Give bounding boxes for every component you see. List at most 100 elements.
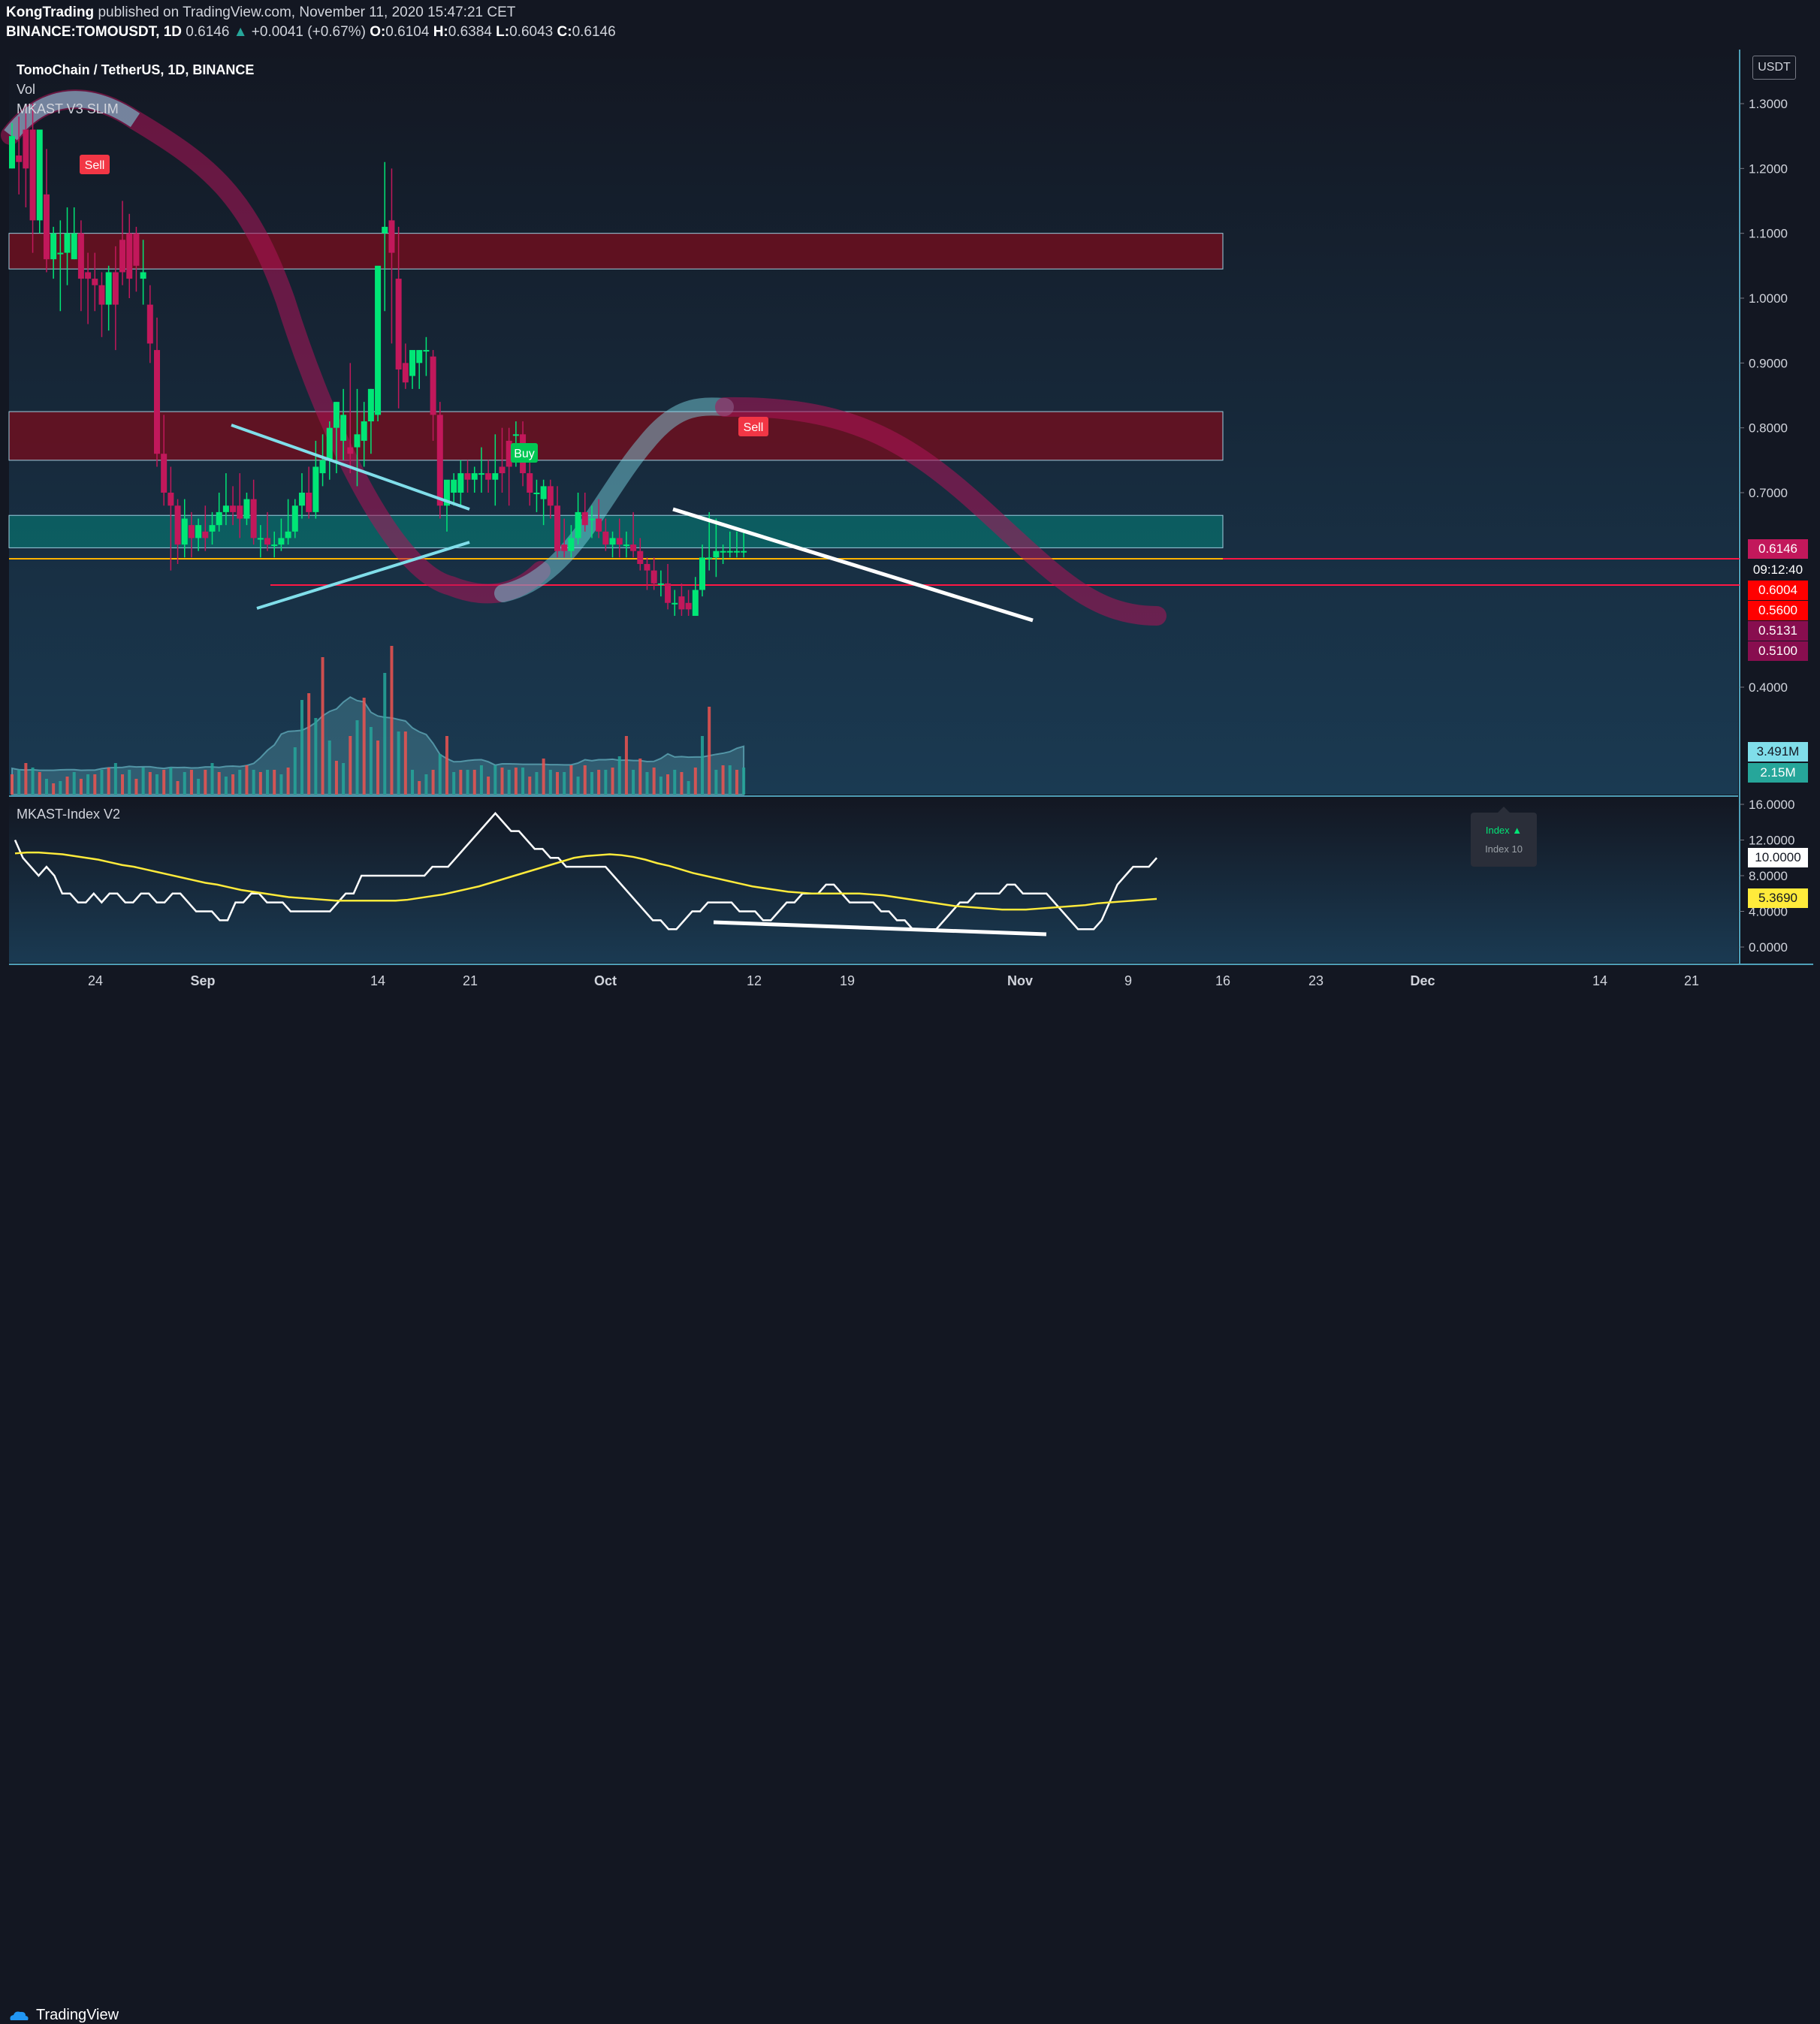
volume-bar — [279, 774, 283, 795]
price-axis[interactable]: 1.3000 1.2000 1.1000 1.0000 0.9000 0.8000 0.70… — [1740, 97, 1788, 695]
candle-body — [133, 233, 140, 266]
volume-bar — [86, 774, 90, 795]
volume-bar — [231, 774, 235, 795]
footer: TradingView — [0, 999, 1820, 2023]
candle-body — [181, 518, 188, 545]
time-tick-label: Dec — [1410, 973, 1435, 988]
index-tick-label: 8.0000 — [1749, 869, 1788, 883]
indicator-legend[interactable]: MKAST V3 SLIM — [17, 101, 119, 116]
candle-body — [71, 233, 77, 260]
currency-badge[interactable]: USDT — [1752, 56, 1796, 80]
time-tick-label: Sep — [190, 973, 215, 988]
price-tick-label: 1.3000 — [1749, 97, 1788, 111]
triangle-lower-trendline — [256, 541, 470, 610]
candle-body — [29, 129, 36, 221]
price-label-1: 09:12:40 — [1748, 560, 1808, 580]
index-tick-label: 4.0000 — [1749, 905, 1788, 919]
candle-body — [575, 511, 581, 538]
price-label-6: 3.491M — [1748, 742, 1808, 762]
volume-bar — [507, 770, 511, 795]
volume-bar — [590, 772, 593, 795]
index-legend[interactable]: MKAST-Index V2 — [17, 807, 121, 822]
candle-body — [237, 505, 243, 519]
time-tick-label: 21 — [1684, 973, 1699, 988]
cloud-logo-icon — [10, 2011, 29, 2020]
volume-bar — [31, 768, 35, 795]
volume-bar — [563, 772, 566, 795]
candle-body — [278, 538, 285, 545]
volume-bar — [107, 768, 110, 795]
candle-body — [665, 583, 672, 603]
candle-body — [174, 505, 181, 545]
volume-bar — [431, 770, 435, 795]
volume-bar — [645, 772, 649, 795]
candle-body — [119, 240, 126, 273]
volume-bar — [273, 770, 276, 795]
volume-bar — [349, 736, 352, 795]
author-name[interactable]: KongTrading — [6, 5, 95, 20]
volume-bar — [189, 770, 193, 795]
candle-body — [312, 466, 319, 512]
time-tick-label: Nov — [1007, 973, 1033, 988]
candle-body — [527, 473, 533, 493]
volume-bar — [141, 768, 145, 795]
volume-bar — [479, 765, 483, 795]
candle-body — [409, 350, 416, 376]
candle-body — [685, 602, 692, 610]
price-chart[interactable]: 1.3000 1.2000 1.1000 1.0000 0.9000 0.8000 0.70… — [0, 0, 1820, 1037]
up-arrow-icon: ▲ — [233, 24, 248, 40]
volume-bar — [556, 772, 560, 795]
candle-body — [692, 590, 699, 617]
volume-bar — [728, 765, 732, 795]
volume-bar — [424, 774, 428, 795]
volume-bar — [493, 765, 497, 795]
tradingview-logo[interactable]: TradingView — [8, 2007, 119, 2024]
volume-bar — [487, 777, 490, 795]
price-label-5: 0.5100 — [1748, 641, 1808, 661]
volume-bar — [11, 774, 14, 795]
volume-bar — [624, 736, 628, 795]
candle-body — [657, 583, 664, 585]
price-tick-label: 0.8000 — [1749, 421, 1788, 436]
candle-body — [77, 233, 84, 279]
candle-body — [402, 363, 409, 383]
candle-body — [706, 557, 713, 560]
volume-bar — [472, 770, 476, 795]
candle-body — [347, 447, 354, 454]
volume-bar — [721, 765, 725, 795]
volume-bar — [514, 768, 518, 795]
volume-bar — [155, 774, 158, 795]
candle-body — [678, 596, 685, 610]
volume-legend[interactable]: Vol — [17, 82, 36, 97]
time-tick-label: Oct — [594, 973, 617, 988]
candle-body — [85, 272, 92, 279]
signals-layer: Sell Buy Sell — [80, 155, 768, 463]
volume-bar — [266, 770, 270, 795]
candle-body — [361, 421, 367, 441]
sell-signal-2-bg — [738, 417, 768, 436]
candle-body — [188, 525, 195, 538]
volume-bar — [128, 770, 131, 795]
volume-bar — [197, 779, 201, 795]
publish-line: KongTrading published on TradingView.com… — [6, 5, 515, 21]
candle-body — [464, 473, 471, 480]
index-axis[interactable]: 16.0000 12.0000 8.0000 4.0000 0.0000 — [1740, 798, 1794, 955]
volume-bar — [438, 754, 442, 795]
volume-bar — [286, 768, 290, 795]
sell-signal-1: Sell — [85, 159, 105, 172]
index-layer — [14, 811, 1157, 931]
candle-body — [457, 473, 464, 493]
candle-body — [298, 493, 305, 506]
time-tick-label: 12 — [747, 973, 762, 988]
candle-body — [126, 233, 133, 279]
volume-bar — [652, 768, 656, 795]
candle-body — [23, 129, 29, 169]
candle-body — [733, 550, 740, 553]
volume-bar — [65, 777, 69, 795]
symbol-title[interactable]: TomoChain / TetherUS, 1D, BINANCE — [17, 62, 255, 77]
candle-body — [650, 570, 657, 584]
candle-body — [436, 415, 443, 506]
candle-body — [713, 550, 720, 558]
time-axis[interactable]: 24 Sep 14 21 Oct 12 19 Nov 9 16 23 Dec 14 21 — [88, 973, 1699, 988]
candle-body — [153, 350, 160, 454]
